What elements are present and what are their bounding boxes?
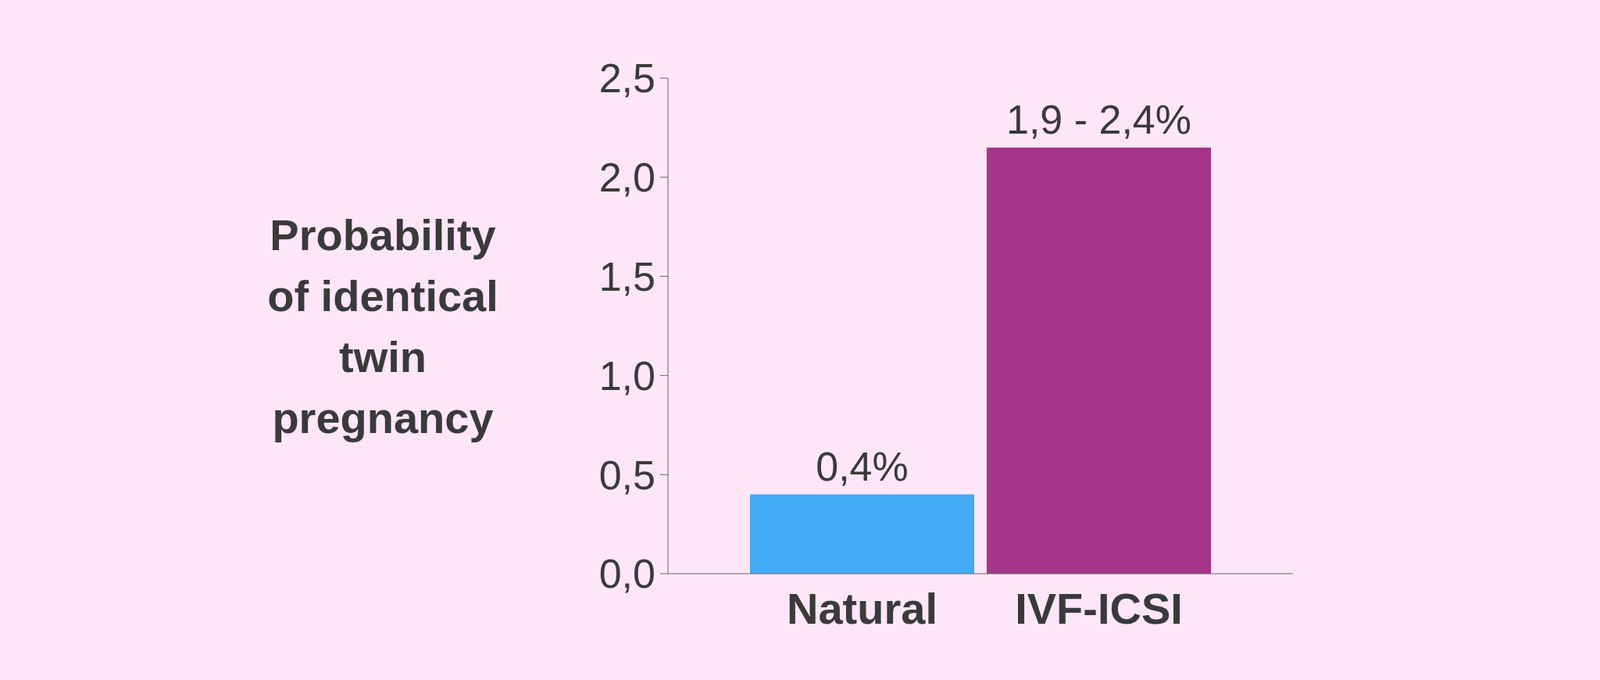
svg-text:2,0: 2,0 (599, 154, 656, 200)
svg-text:1,0: 1,0 (599, 353, 656, 399)
svg-text:0,4%: 0,4% (815, 443, 909, 490)
svg-text:2,5: 2,5 (599, 55, 656, 101)
html-text:Probability of identical twin: Probability of identical twin pregnancy (267, 210, 499, 443)
svg-text:0,5: 0,5 (599, 452, 656, 498)
svg-text:Natural: Natural (786, 583, 938, 633)
svg-text:0,0: 0,0 (599, 550, 656, 597)
svg-text:1,5: 1,5 (599, 253, 656, 300)
svg-text:1,9 - 2,4%: 1,9 - 2,4% (1006, 96, 1192, 143)
svg-text:IVF-ICSI: IVF-ICSI (1014, 583, 1183, 633)
